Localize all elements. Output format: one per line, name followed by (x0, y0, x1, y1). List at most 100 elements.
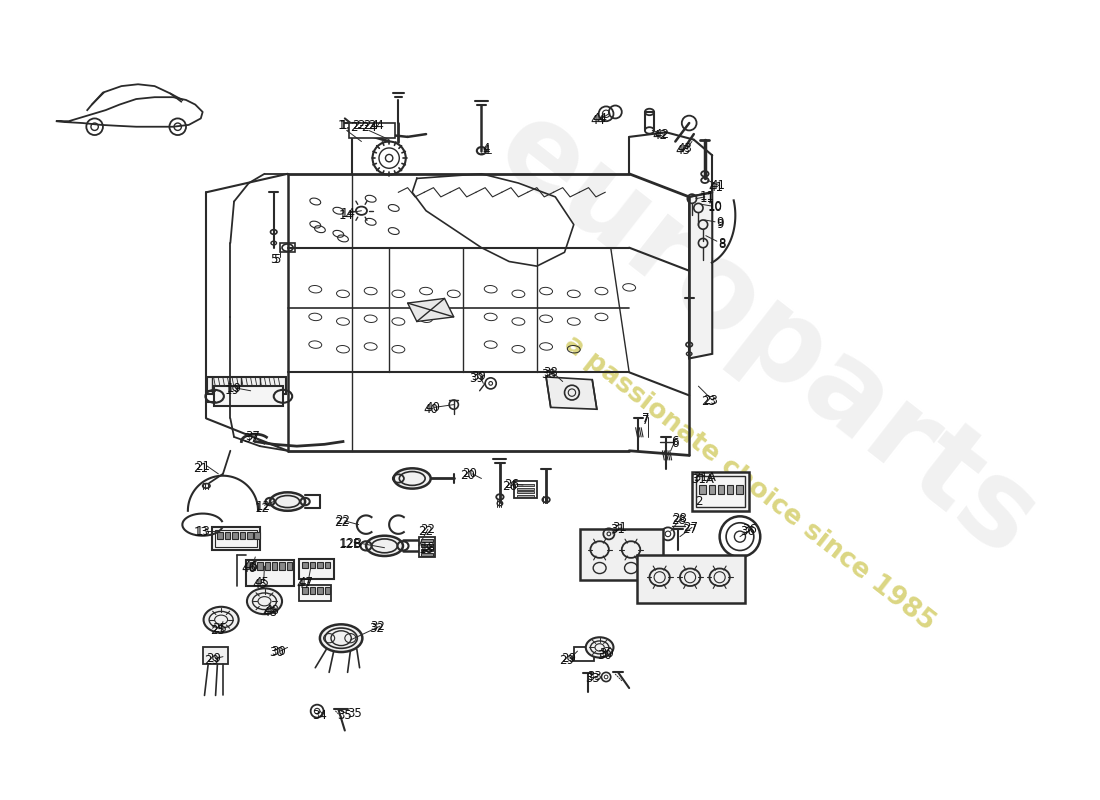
Text: 34: 34 (312, 710, 328, 722)
Text: 12B: 12B (339, 538, 362, 551)
Text: 29: 29 (559, 654, 574, 667)
Bar (280, 243, 295, 252)
Text: 46: 46 (243, 560, 258, 573)
Text: 31A: 31A (692, 473, 715, 486)
Ellipse shape (586, 638, 614, 658)
Text: 37: 37 (243, 432, 258, 446)
Text: 47: 47 (298, 576, 314, 590)
Bar (218, 532, 223, 539)
Text: 47: 47 (297, 578, 311, 591)
Text: 35: 35 (338, 710, 352, 722)
Bar (248, 532, 253, 539)
Ellipse shape (248, 588, 282, 614)
Text: 29: 29 (206, 652, 221, 665)
Text: 19: 19 (224, 384, 240, 398)
Bar (718, 485, 724, 494)
Bar (324, 562, 330, 568)
Bar (279, 562, 285, 570)
Text: 29: 29 (205, 654, 219, 667)
Ellipse shape (270, 492, 305, 510)
Text: a passionate choice since 1985: a passionate choice since 1985 (559, 330, 939, 636)
Ellipse shape (366, 536, 403, 556)
Text: 21: 21 (194, 462, 208, 475)
Text: 39: 39 (470, 372, 484, 386)
Text: 27: 27 (683, 521, 698, 534)
Text: 5: 5 (273, 253, 280, 266)
Bar (349, 123, 395, 138)
Text: 20: 20 (460, 470, 475, 482)
Text: 28: 28 (672, 512, 688, 525)
Bar (637, 555, 746, 603)
Text: 35: 35 (348, 707, 362, 720)
Ellipse shape (320, 624, 362, 652)
Text: 32: 32 (368, 622, 384, 634)
Bar (299, 558, 333, 579)
Text: 31: 31 (613, 521, 627, 534)
Bar (574, 647, 594, 662)
Text: 11: 11 (700, 192, 715, 206)
Text: 32: 32 (371, 620, 385, 633)
Text: 9: 9 (716, 218, 724, 231)
Text: 12: 12 (254, 502, 270, 514)
Text: 21: 21 (195, 460, 210, 473)
Text: 42: 42 (652, 130, 667, 142)
Text: 22: 22 (333, 516, 349, 530)
Text: 18: 18 (420, 542, 436, 554)
Text: 10: 10 (707, 202, 723, 214)
Text: 43: 43 (678, 142, 692, 155)
Text: 12: 12 (256, 500, 271, 513)
Bar (287, 562, 293, 570)
Text: 38: 38 (543, 366, 558, 379)
Ellipse shape (204, 606, 239, 633)
Text: 26: 26 (505, 478, 519, 491)
Bar (302, 562, 308, 568)
Bar (254, 532, 260, 539)
Text: 8: 8 (718, 237, 725, 250)
Text: 40: 40 (424, 402, 438, 416)
Text: 43: 43 (675, 144, 690, 158)
Text: 36: 36 (741, 522, 757, 536)
Bar (708, 485, 715, 494)
Text: 45: 45 (254, 576, 270, 590)
Text: 45: 45 (253, 578, 267, 591)
Bar (695, 476, 746, 507)
Text: 14: 14 (341, 207, 356, 220)
Bar (517, 484, 535, 486)
Text: 10: 10 (707, 200, 723, 213)
Text: 13: 13 (194, 526, 208, 539)
Text: 26: 26 (503, 480, 518, 494)
Bar (692, 472, 749, 510)
Bar (214, 530, 257, 546)
Text: 41: 41 (708, 181, 724, 194)
Bar (213, 386, 283, 406)
Text: 7: 7 (642, 412, 649, 425)
Bar (240, 532, 245, 539)
Bar (517, 495, 535, 497)
Polygon shape (546, 377, 597, 410)
Text: 22: 22 (419, 525, 433, 538)
Bar (264, 562, 270, 570)
Text: 29: 29 (561, 652, 575, 665)
Bar (207, 377, 286, 394)
Bar (420, 539, 433, 542)
Bar (700, 485, 706, 494)
Text: 31: 31 (610, 522, 626, 536)
Text: 1: 1 (339, 119, 346, 132)
Text: 23: 23 (701, 395, 716, 408)
Bar (310, 587, 316, 594)
Text: 13: 13 (195, 525, 210, 538)
Bar (272, 562, 277, 570)
Text: 14: 14 (339, 209, 354, 222)
Bar (419, 537, 436, 557)
Text: 22: 22 (420, 522, 436, 536)
Text: 11: 11 (700, 190, 715, 203)
Text: 7: 7 (642, 414, 649, 427)
Text: 6: 6 (672, 435, 679, 448)
Bar (250, 562, 255, 570)
Bar (420, 549, 433, 551)
Text: 2-24: 2-24 (358, 119, 384, 132)
Text: 25: 25 (212, 622, 227, 635)
Text: 23: 23 (703, 394, 718, 406)
Text: 28: 28 (671, 514, 685, 526)
Text: 2-24: 2-24 (350, 121, 376, 134)
